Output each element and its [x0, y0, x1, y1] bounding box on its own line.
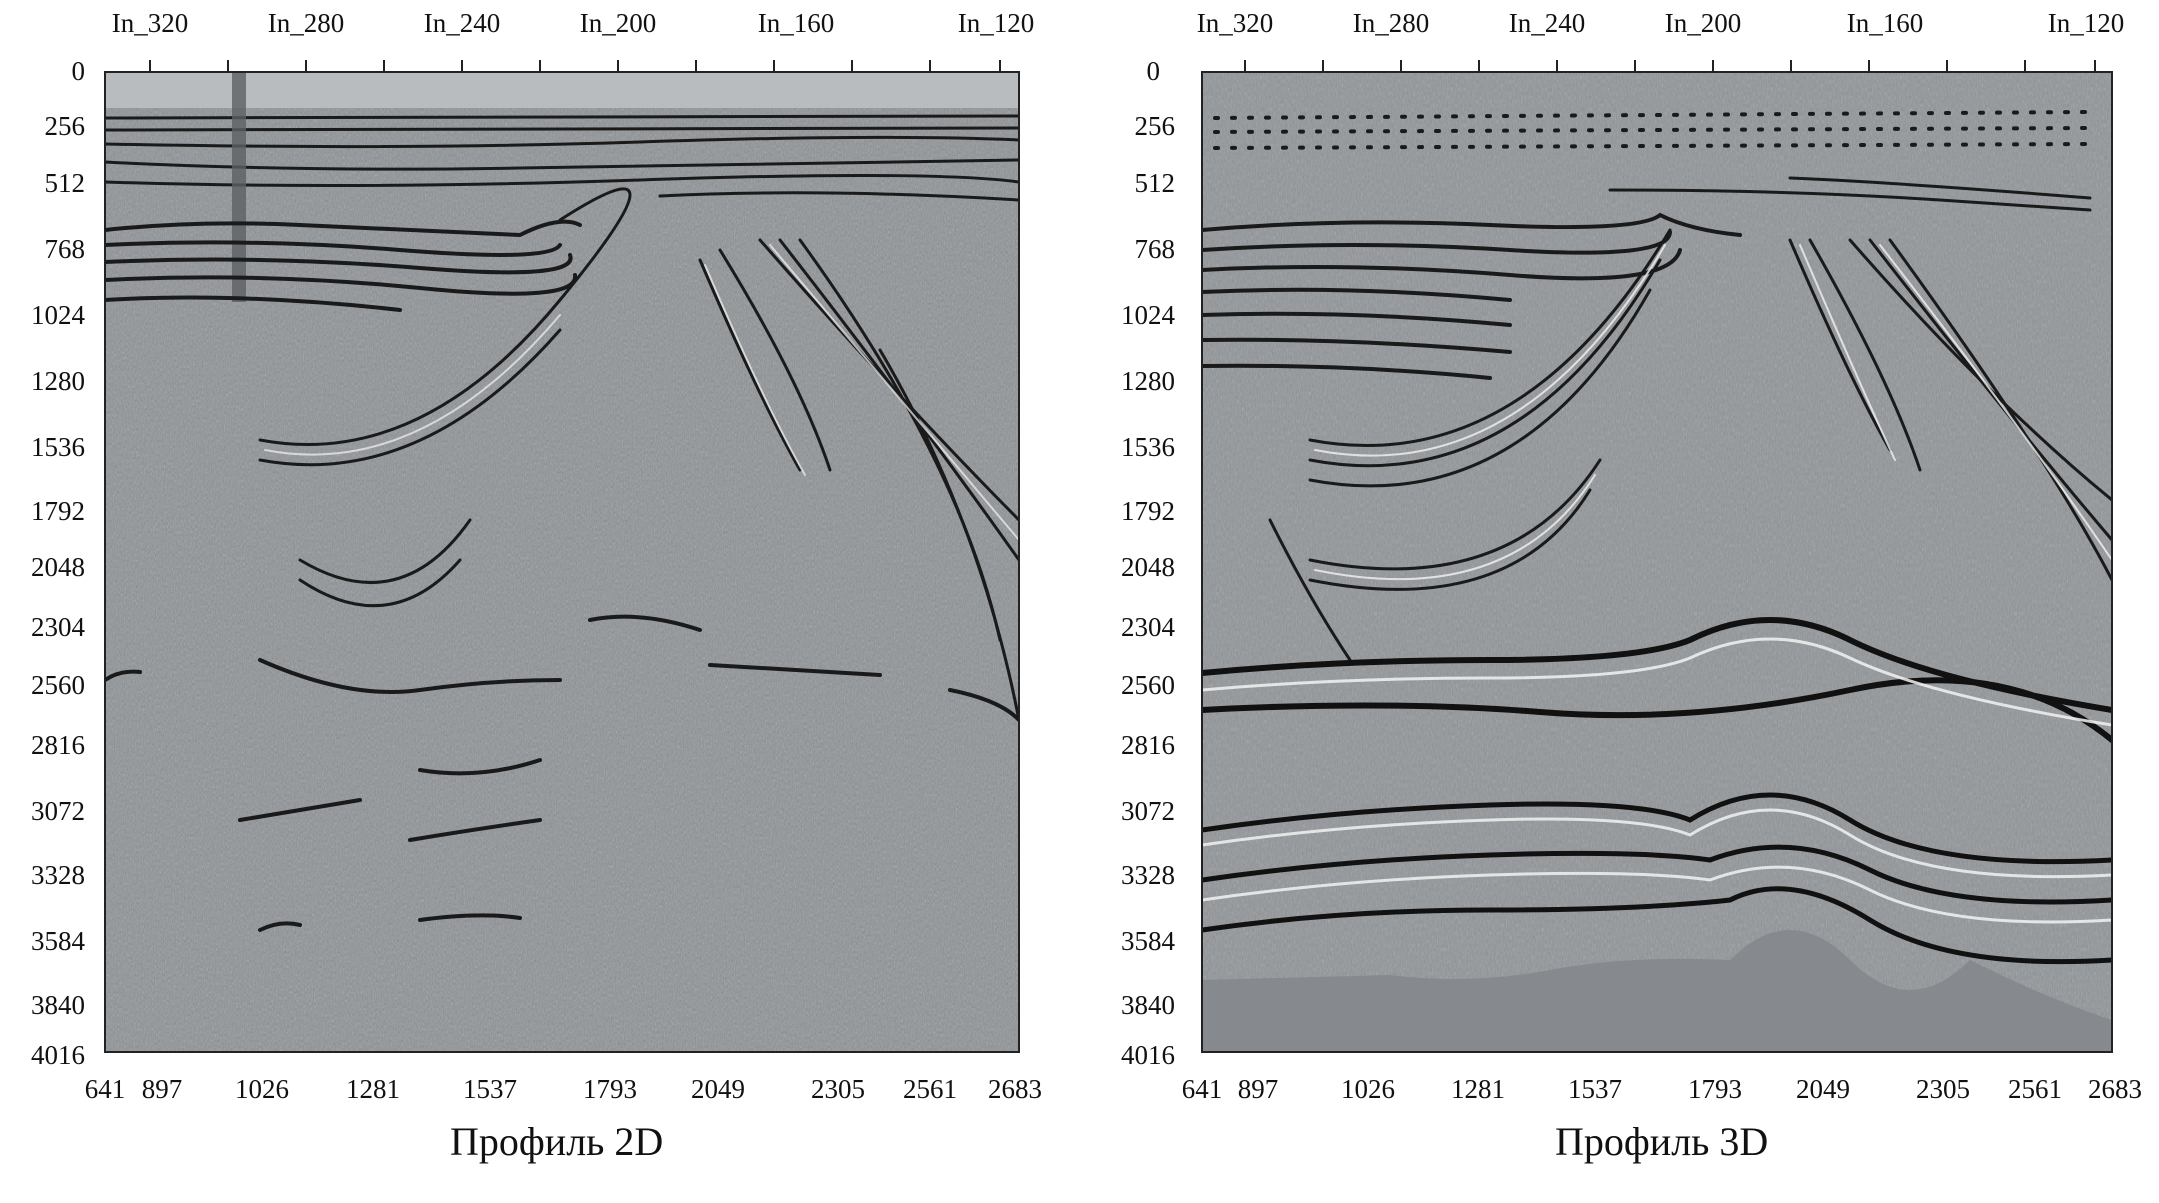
x-tick-label: 2049 — [1796, 1074, 1850, 1104]
y-tick-label: 768 — [1135, 234, 1176, 264]
y-axis-labels-3d: 0 256 512 768 1024 1280 1536 1792 2048 2… — [1121, 56, 1176, 1070]
top-label: In_200 — [580, 8, 657, 38]
x-tick-label: 2305 — [1916, 1074, 1970, 1104]
x-tick-label: 2683 — [988, 1074, 1042, 1104]
panel-3d-svg: In_320 In_280 In_240 In_200 In_160 In_12… — [1121, 8, 2142, 1104]
caption-2d: Профиль 2D — [450, 1119, 664, 1164]
x-tick-label: 2561 — [903, 1074, 957, 1104]
y-tick-label: 1792 — [1121, 496, 1175, 526]
y-tick-label: 1280 — [1121, 366, 1175, 396]
x-tick-label: 1537 — [1568, 1074, 1622, 1104]
top-label: In_120 — [958, 8, 1035, 38]
x-tick-label: 1793 — [583, 1074, 637, 1104]
x-tick-label: 897 — [142, 1074, 183, 1104]
y-tick-label: 3328 — [31, 860, 85, 890]
top-label: In_280 — [1353, 8, 1430, 38]
y-tick-label: 2048 — [31, 552, 85, 582]
top-label: In_280 — [268, 8, 345, 38]
reflectors-2d — [105, 72, 1019, 932]
y-tick-label: 2048 — [1121, 552, 1175, 582]
x-tick-label: 1537 — [463, 1074, 517, 1104]
panel-2d-svg: In_320 In_280 In_240 In_200 In_160 In_12… — [31, 8, 1042, 1104]
y-tick-label: 1280 — [31, 366, 85, 396]
top-label: In_320 — [1197, 8, 1274, 38]
x-tick-label: 2049 — [691, 1074, 745, 1104]
x-tick-label: 1026 — [235, 1074, 289, 1104]
y-axis-labels-2d: 0 256 512 768 1024 1280 1536 1792 2048 2… — [31, 56, 86, 1070]
y-tick-label: 512 — [45, 168, 86, 198]
top-label: In_200 — [1665, 8, 1742, 38]
section-frame-2d — [104, 71, 1020, 1053]
top-label: In_160 — [758, 8, 835, 38]
x-axis-labels-2d: 641 897 1026 1281 1537 1793 2049 2305 25… — [85, 1074, 1042, 1104]
y-tick-label: 4016 — [1121, 1040, 1175, 1070]
y-tick-label: 1024 — [31, 300, 86, 330]
x-tick-label: 1281 — [1451, 1074, 1505, 1104]
top-label: In_160 — [1847, 8, 1924, 38]
y-tick-label: 3584 — [31, 926, 86, 956]
x-tick-label: 2305 — [811, 1074, 865, 1104]
x-tick-label: 1281 — [346, 1074, 400, 1104]
y-tick-label: 1536 — [1121, 432, 1175, 462]
reflectors-3d — [1202, 110, 2112, 1052]
y-tick-label: 3584 — [1121, 926, 1176, 956]
y-tick-label: 3328 — [1121, 860, 1175, 890]
y-tick-label: 2304 — [1121, 612, 1176, 642]
panel-3d: In_320 In_280 In_240 In_200 In_160 In_12… — [1090, 0, 2150, 1203]
x-tick-label: 641 — [1182, 1074, 1223, 1104]
seismic-noise-3d — [1202, 72, 2112, 1052]
top-axis-ticks-2d — [149, 60, 1001, 72]
y-tick-label: 3840 — [31, 990, 85, 1020]
y-tick-label: 3072 — [31, 796, 85, 826]
section-frame-3d — [1201, 71, 2113, 1053]
x-tick-label: 897 — [1238, 1074, 1279, 1104]
y-tick-label: 1792 — [31, 496, 85, 526]
y-tick-label: 768 — [45, 234, 86, 264]
y-tick-label: 1536 — [31, 432, 85, 462]
y-tick-label: 0 — [72, 56, 86, 86]
y-tick-label: 4016 — [31, 1040, 85, 1070]
x-tick-label: 2561 — [2008, 1074, 2062, 1104]
seismic-noise-2d — [105, 72, 1019, 1052]
y-tick-label: 2560 — [1121, 670, 1175, 700]
caption-3d: Профиль 3D — [1555, 1119, 1769, 1164]
y-tick-label: 2816 — [1121, 730, 1175, 760]
x-tick-label: 2683 — [2088, 1074, 2142, 1104]
top-axis-ticks-3d — [1244, 60, 2096, 72]
x-tick-label: 1793 — [1688, 1074, 1742, 1104]
y-tick-label: 512 — [1135, 168, 1176, 198]
y-tick-label: 2304 — [31, 612, 86, 642]
panel-2d: In_320 In_280 In_240 In_200 In_160 In_12… — [0, 0, 1060, 1203]
y-tick-label: 2560 — [31, 670, 85, 700]
y-tick-label: 3840 — [1121, 990, 1175, 1020]
y-tick-label: 256 — [45, 111, 86, 141]
x-tick-label: 1026 — [1341, 1074, 1395, 1104]
y-tick-label: 2816 — [31, 730, 85, 760]
y-tick-label: 1024 — [1121, 300, 1176, 330]
top-axis-labels-3d: In_320 In_280 In_240 In_200 In_160 In_12… — [1197, 8, 2125, 38]
y-tick-label: 0 — [1147, 56, 1161, 86]
top-label: In_240 — [424, 8, 501, 38]
top-axis-labels-2d: In_320 In_280 In_240 In_200 In_160 In_12… — [112, 8, 1035, 38]
y-tick-label: 256 — [1135, 111, 1176, 141]
y-tick-label: 3072 — [1121, 796, 1175, 826]
top-label: In_120 — [2048, 8, 2125, 38]
top-label: In_240 — [1509, 8, 1586, 38]
x-axis-labels-3d: 641 897 1026 1281 1537 1793 2049 2305 25… — [1182, 1074, 2142, 1104]
top-label: In_320 — [112, 8, 189, 38]
x-tick-label: 641 — [85, 1074, 126, 1104]
